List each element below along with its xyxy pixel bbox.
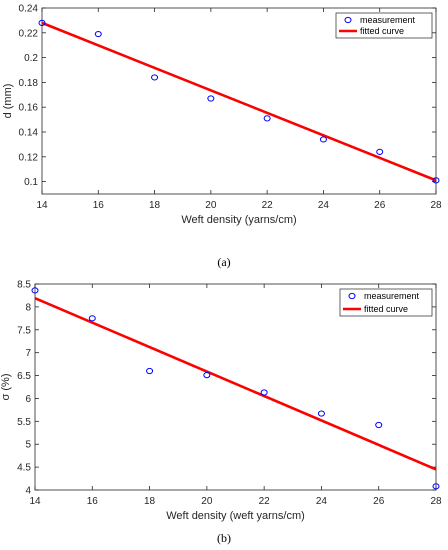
y-tick-label: 6 <box>25 394 31 405</box>
legend-marker-measurement <box>348 292 356 300</box>
legend-label-fitted-curve: fitted curve <box>364 304 408 314</box>
measurement-point <box>38 19 46 26</box>
y-tick-label: 0.14 <box>19 128 39 139</box>
y-tick-label: 0.2 <box>24 53 38 64</box>
legend-label-fitted-curve: fitted curve <box>360 26 404 36</box>
x-tick-label: 20 <box>205 200 217 211</box>
x-axis-label: Weft density (weft yarns/cm) <box>166 510 305 522</box>
legend-label-measurement: measurement <box>360 15 416 25</box>
measurement-point <box>375 421 383 429</box>
measurement-point <box>207 95 215 102</box>
x-tick-label: 22 <box>262 200 274 211</box>
x-tick-label: 28 <box>430 200 442 211</box>
measurement-point <box>376 148 384 155</box>
measurement-point <box>432 177 440 184</box>
y-tick-label: 0.1 <box>24 177 38 188</box>
legend: measurement fitted curve <box>339 288 433 317</box>
measurement-point <box>203 371 211 379</box>
measurement-point <box>260 389 268 396</box>
measurement-point <box>88 315 96 322</box>
y-axis-label: σ (%) <box>0 374 12 401</box>
chart-a: 14 16 18 20 22 24 26 28 0.1 0.12 0.14 0.16 0.18 0.2 0.… <box>2 4 442 270</box>
x-tick-label: 26 <box>373 496 385 507</box>
y-tick-label: 6.5 <box>17 371 31 382</box>
measurement-point <box>151 74 159 81</box>
y-tick-label: 5.5 <box>17 417 31 428</box>
y-tick-label: 7 <box>25 348 31 359</box>
fitted-curve-line <box>34 296 437 471</box>
x-tick-label: 28 <box>430 496 442 507</box>
measurement-point <box>432 483 440 490</box>
x-tick-label: 14 <box>36 200 48 211</box>
legend-marker-measurement <box>344 16 352 24</box>
x-tick-label: 20 <box>201 496 213 507</box>
measurement-point <box>263 115 271 122</box>
y-axis-label: d (mm) <box>2 84 14 119</box>
x-tick-label: 16 <box>93 200 105 211</box>
x-tick-label: 26 <box>374 200 386 211</box>
measurement-point <box>319 136 327 143</box>
measurement-point <box>31 287 39 294</box>
figure-caption: (b) <box>217 531 231 545</box>
y-tick-label: 8 <box>25 302 31 313</box>
measurement-point <box>94 30 102 38</box>
y-tick-label: 5 <box>25 440 31 451</box>
figure-caption: (a) <box>217 255 230 269</box>
y-tick-label: 4.5 <box>17 463 31 474</box>
y-tick-label: 4 <box>25 486 31 497</box>
legend-box <box>339 288 433 317</box>
y-tick-label: 8.5 <box>17 280 31 291</box>
legend-label-measurement: measurement <box>364 291 420 301</box>
x-tick-label: 18 <box>144 496 156 507</box>
y-tick-label: 0.24 <box>19 4 39 15</box>
legend-box <box>335 12 433 39</box>
y-tick-label: 0.16 <box>19 103 39 114</box>
x-tick-label: 16 <box>87 496 99 507</box>
x-tick-label: 14 <box>29 496 41 507</box>
x-axis-label: Weft density (yarns/cm) <box>181 214 296 226</box>
x-tick-label: 18 <box>149 200 161 211</box>
x-tick-label: 24 <box>316 496 328 507</box>
x-tick-label: 24 <box>318 200 330 211</box>
x-tick-label: 22 <box>259 496 271 507</box>
plot-area <box>34 283 437 491</box>
y-tick-label: 0.12 <box>19 152 39 163</box>
measurement-point <box>317 410 325 417</box>
chart-b: 14 16 18 20 22 24 26 28 4 4.5 5 5.5 6 6.5 7 7.5 8 8.5 Weft… <box>0 280 442 546</box>
y-tick-label: 7.5 <box>17 325 31 336</box>
fitted-curve-line <box>41 21 437 182</box>
y-tick-label: 0.22 <box>19 28 39 39</box>
measurement-point <box>146 367 154 375</box>
y-tick-label: 0.18 <box>19 78 39 89</box>
